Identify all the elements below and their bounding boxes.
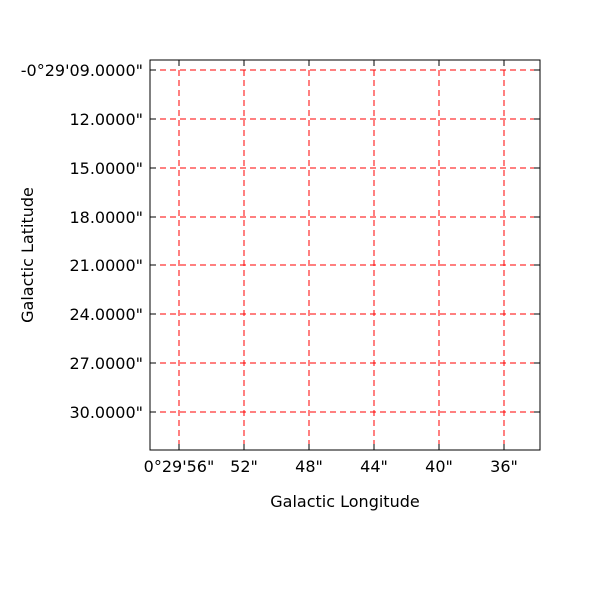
y-tick-label: 12.0000" — [69, 110, 143, 129]
plot-area-frame — [149, 59, 541, 451]
x-axis-label: Galactic Longitude — [270, 492, 419, 511]
y-tick-label: -0°29'09.0000" — [21, 61, 143, 80]
y-tick-label: 24.0000" — [69, 305, 143, 324]
axis-ticks — [150, 60, 540, 450]
y-tick-label: 18.0000" — [69, 208, 143, 227]
grid-lines — [150, 60, 540, 450]
x-tick-label: 40" — [425, 457, 453, 476]
y-tick-label: 21.0000" — [69, 256, 143, 275]
x-tick-label: 48" — [295, 457, 323, 476]
y-axis-label: Galactic Latitude — [18, 187, 37, 323]
y-tick-labels: -0°29'09.0000" 12.0000" 15.0000" 18.0000" 21… — [21, 61, 143, 422]
x-tick-label: 0°29'56" — [144, 457, 215, 476]
x-tick-label: 52" — [230, 457, 258, 476]
y-tick-label: 27.0000" — [69, 354, 143, 373]
x-tick-labels: 0°29'56" 52" 48" 44" 40" 36" — [144, 457, 518, 476]
x-tick-label: 36" — [490, 457, 518, 476]
x-tick-label: 44" — [360, 457, 388, 476]
y-tick-label: 30.0000" — [69, 403, 143, 422]
y-tick-label: 15.0000" — [69, 159, 143, 178]
